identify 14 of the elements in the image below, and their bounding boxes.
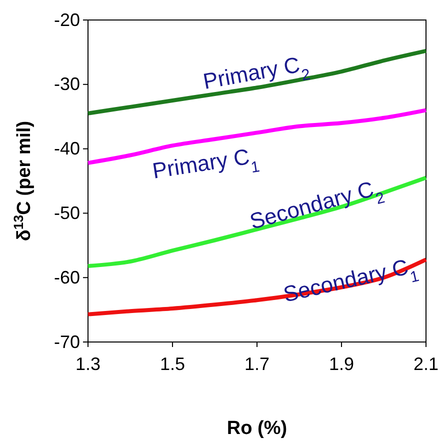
line-series [86,48,428,116]
y-tick-label: -40 [54,138,80,159]
y-tick-label: -30 [54,74,80,94]
x-tick-label: 1.7 [244,354,270,374]
x-tick-label: 1.3 [75,354,101,374]
x-axis-title: Ro (%) [226,418,288,439]
y-tick-label: -50 [54,202,80,223]
x-tick-label: 1.5 [160,354,186,374]
line-series [86,258,428,316]
y-tick-label: -60 [54,267,80,288]
y-tick-label: -20 [54,10,80,30]
y-tick-label: -70 [54,332,80,352]
x-tick-label: 1.9 [328,354,354,374]
x-tick-label: 2.1 [413,354,439,374]
